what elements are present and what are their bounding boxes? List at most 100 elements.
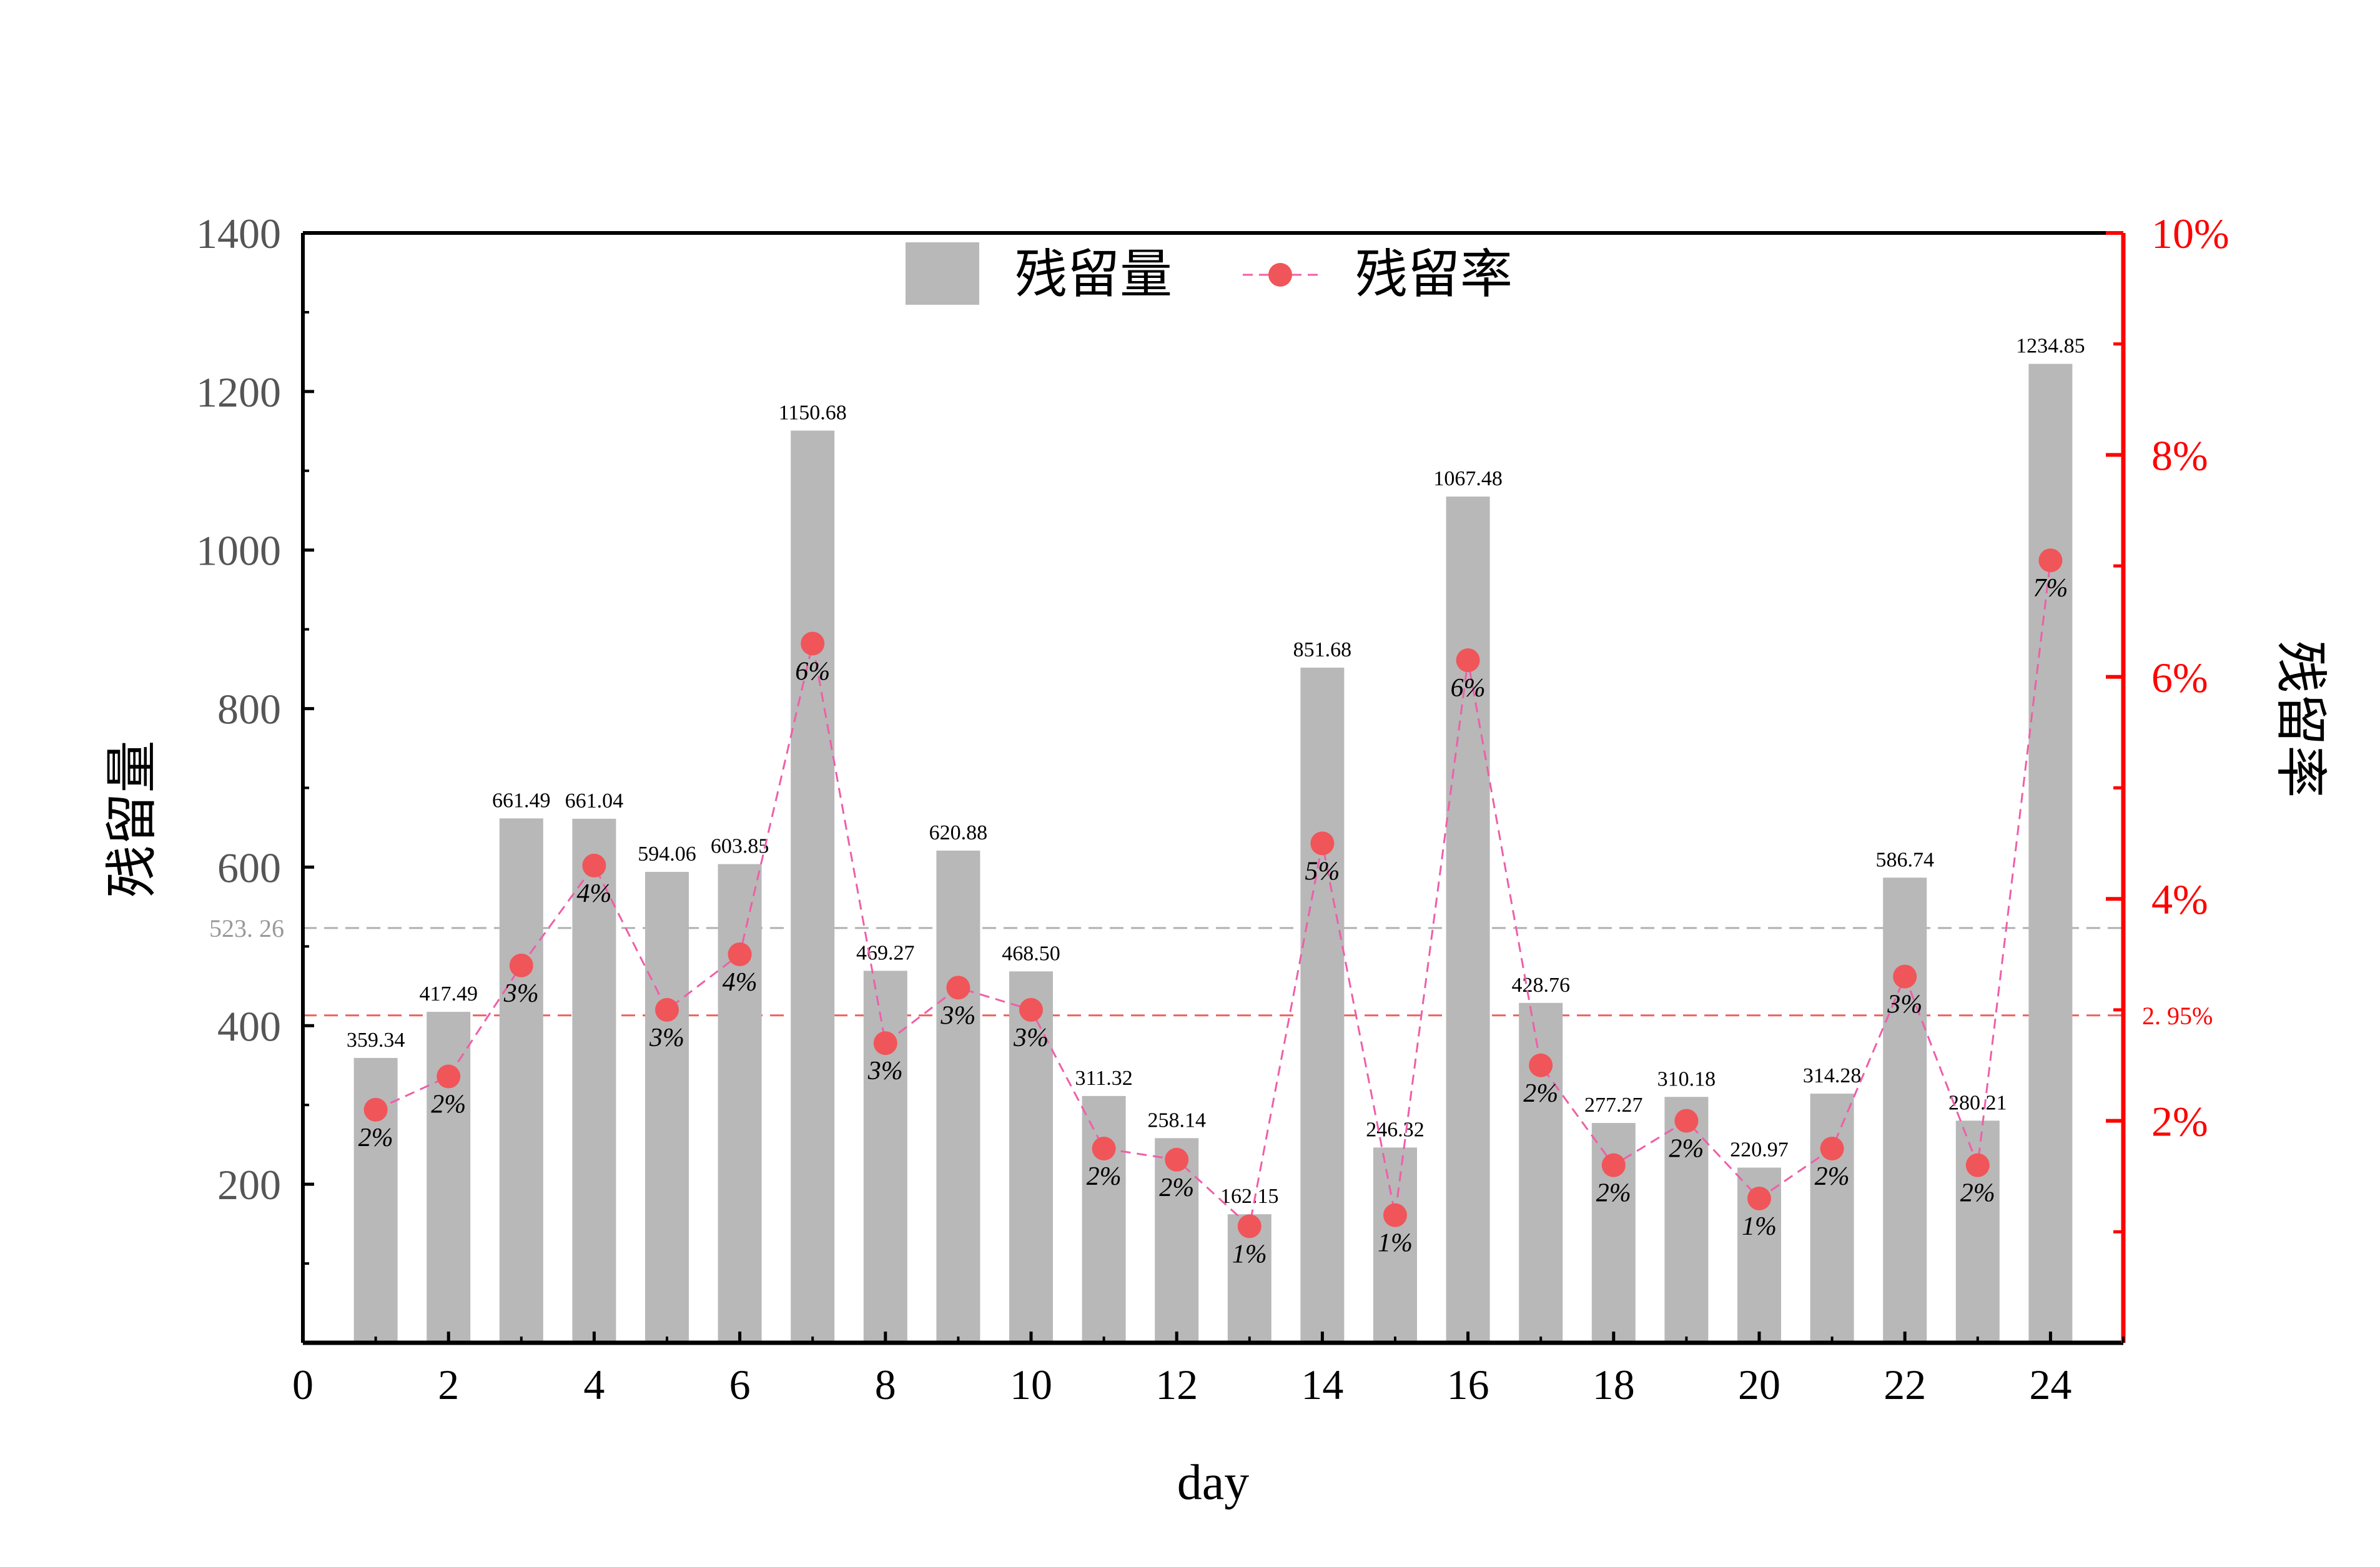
rate-value-label: 2% xyxy=(1159,1174,1194,1202)
bar xyxy=(863,971,907,1343)
left-tick-label: 800 xyxy=(217,686,281,733)
bar-value-label: 469.27 xyxy=(856,941,915,964)
rate-point xyxy=(1747,1186,1771,1210)
rate-value-label: 2% xyxy=(1960,1179,1995,1208)
rate-point xyxy=(437,1064,461,1089)
bar-value-label: 594.06 xyxy=(638,843,696,866)
bar-value-label: 359.34 xyxy=(347,1029,405,1052)
x-tick-label: 8 xyxy=(875,1361,896,1408)
bar xyxy=(936,850,980,1343)
legend-point-swatch xyxy=(1268,263,1292,287)
right-tick-label: 4% xyxy=(2151,876,2208,923)
rate-value-label: 2% xyxy=(358,1124,393,1152)
rate-point xyxy=(509,953,533,977)
bar-value-label: 851.68 xyxy=(1293,638,1352,661)
bar xyxy=(1664,1097,1709,1343)
bar-value-label: 310.18 xyxy=(1657,1067,1716,1090)
rate-value-label: 3% xyxy=(940,1001,975,1030)
x-tick-label: 20 xyxy=(1738,1361,1780,1408)
x-tick-label: 4 xyxy=(583,1361,605,1408)
rate-point xyxy=(582,853,606,877)
left-tick-label: 1400 xyxy=(196,210,281,257)
axes: 0 2 4 6 8 10 12 14 16 18 20 22 24day2004006008001000… xyxy=(101,210,2331,1510)
bar xyxy=(718,864,762,1343)
rate-value-label: 3% xyxy=(649,1024,684,1052)
bar xyxy=(1883,877,1927,1343)
rate-point xyxy=(946,976,970,1000)
rate-point xyxy=(801,631,825,656)
legend-line-label: 残留率 xyxy=(1355,244,1513,305)
right-tick-label: 10% xyxy=(2151,210,2229,257)
bar-value-label: 428.76 xyxy=(1511,974,1570,997)
bar-value-label: 246.32 xyxy=(1366,1118,1425,1141)
left-tick-label: 400 xyxy=(217,1002,281,1050)
rate-point xyxy=(873,1031,897,1055)
left-tick-label: 1000 xyxy=(196,527,281,575)
right-tick-label: 8% xyxy=(2151,432,2208,479)
bar-value-label: 1234.85 xyxy=(2016,335,2085,358)
legend-bar-swatch xyxy=(906,242,979,305)
rate-value-label: 3% xyxy=(1887,991,1922,1019)
bar-series: 359.34 417.49 661.49 661.04 594.06 603.85 1150… xyxy=(347,335,2085,1343)
bar xyxy=(645,871,689,1343)
rate-value-label: 6% xyxy=(1451,674,1486,703)
bar xyxy=(1300,667,1345,1343)
x-tick-label: 16 xyxy=(1447,1361,1489,1408)
x-tick-label: 0 xyxy=(292,1361,314,1408)
bar-value-label: 661.49 xyxy=(492,789,551,812)
left-axis-title: 残留量 xyxy=(101,740,162,897)
rate-value-label: 2% xyxy=(1087,1162,1122,1191)
rate-series: 2% 2% 3% 4% 3% 4% 6% 3% 3% 3% 2% 2% 1% 5% 1% 6% 2% 2% 2% 1%… xyxy=(358,548,2068,1268)
x-tick-label: 14 xyxy=(1301,1361,1343,1408)
bar-value-label: 314.28 xyxy=(1803,1064,1862,1087)
rate-point xyxy=(2038,548,2063,573)
right-tick-label: 6% xyxy=(2151,654,2208,701)
bar xyxy=(499,818,543,1343)
rate-point xyxy=(1820,1137,1844,1161)
x-tick-label: 12 xyxy=(1155,1361,1198,1408)
bar-value-label: 620.88 xyxy=(929,821,988,844)
bar xyxy=(1373,1147,1417,1343)
rate-value-label: 4% xyxy=(723,968,758,997)
right-tick-label: 2% xyxy=(2151,1098,2208,1145)
bar-value-label: 586.74 xyxy=(1875,848,1934,871)
bar xyxy=(572,818,616,1343)
x-tick-label: 22 xyxy=(1884,1361,1926,1408)
rate-point xyxy=(1019,997,1043,1022)
bar-value-label: 417.49 xyxy=(419,982,478,1006)
rate-value-label: 3% xyxy=(1013,1024,1049,1052)
rate-point xyxy=(1383,1203,1407,1227)
rate-point xyxy=(1456,648,1480,673)
x-tick-label: 24 xyxy=(2029,1361,2071,1408)
bar-value-label: 277.27 xyxy=(1584,1094,1643,1117)
x-tick-label: 6 xyxy=(729,1361,751,1408)
rate-point xyxy=(728,942,752,967)
bar xyxy=(1446,497,1490,1343)
rate-value-label: 2% xyxy=(431,1090,466,1119)
rate-point xyxy=(1165,1147,1189,1172)
rate-value-label: 6% xyxy=(795,657,830,686)
rate-value-label: 1% xyxy=(1378,1229,1413,1258)
rate-point xyxy=(1674,1109,1699,1133)
bar xyxy=(791,430,835,1343)
rate-value-label: 5% xyxy=(1305,857,1340,886)
bar-value-label: 220.97 xyxy=(1730,1139,1789,1162)
rate-point xyxy=(1601,1153,1626,1177)
bar xyxy=(1155,1138,1199,1343)
right-axis-title: 残留率 xyxy=(2270,640,2331,798)
rate-point xyxy=(1965,1153,1990,1177)
reference-label-left: 523. 26 xyxy=(209,914,284,942)
rate-line xyxy=(375,560,2052,1228)
rate-point xyxy=(655,997,679,1022)
bar-value-label: 258.14 xyxy=(1147,1109,1206,1132)
x-axis-title: day xyxy=(1177,1455,1250,1510)
rate-value-label: 2% xyxy=(1669,1135,1704,1164)
rate-point xyxy=(1529,1053,1553,1077)
rate-point xyxy=(363,1097,388,1122)
bar xyxy=(427,1012,471,1343)
bar-value-label: 162.15 xyxy=(1220,1185,1279,1208)
rate-value-label: 4% xyxy=(576,879,611,908)
rate-point xyxy=(1310,831,1335,856)
